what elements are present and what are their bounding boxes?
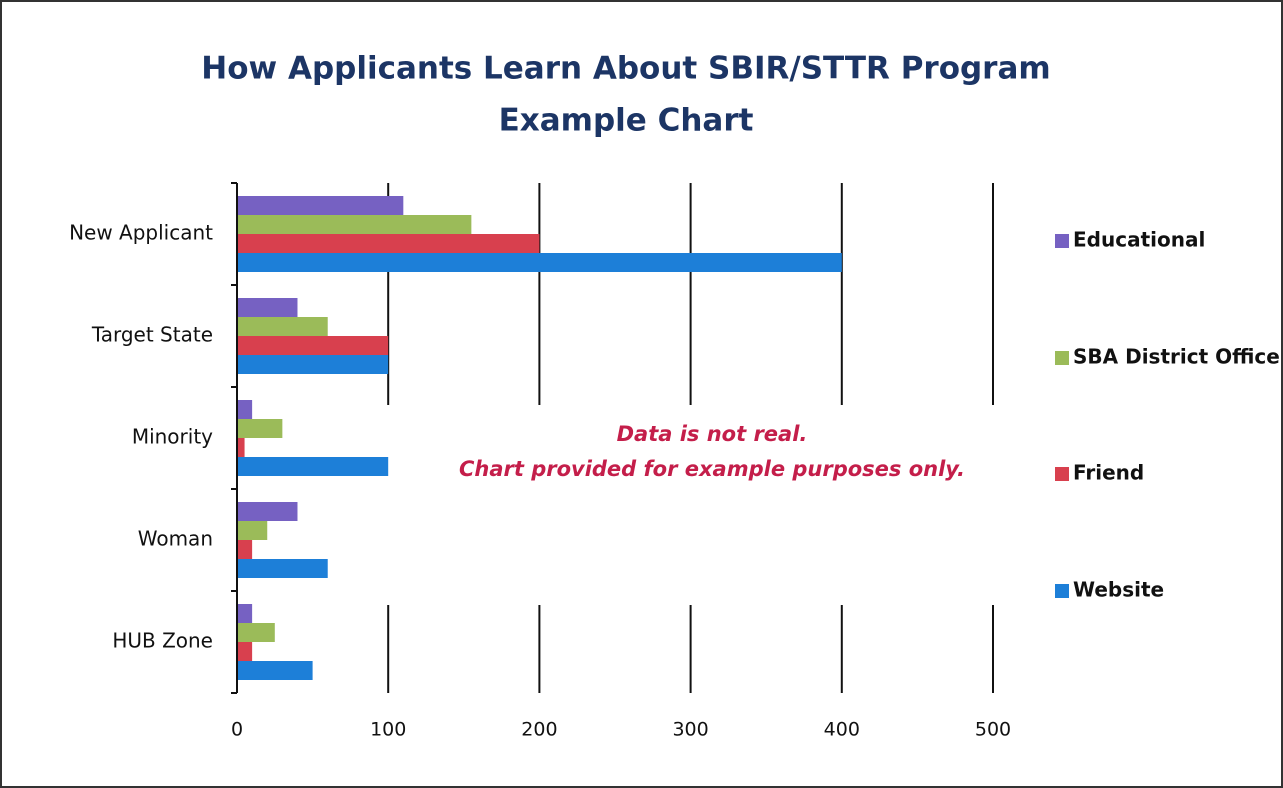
x-tick-label: 500: [975, 719, 1011, 741]
legend-label: Friend: [1073, 461, 1144, 485]
y-tick-label: Target State: [91, 323, 213, 347]
bar: [237, 234, 540, 253]
y-tick-label: Minority: [132, 425, 213, 449]
legend-label: Website: [1073, 578, 1164, 602]
bar: [237, 661, 313, 680]
y-tick-label: HUB Zone: [112, 629, 213, 653]
legend-swatch: [1055, 584, 1069, 598]
bar: [237, 457, 389, 476]
legend-label: Educational: [1073, 228, 1205, 252]
bar: [237, 502, 298, 521]
bar: [237, 298, 298, 317]
bar: [237, 336, 389, 355]
legend-swatch: [1055, 351, 1069, 365]
chart-subtitle: Example Chart: [499, 103, 754, 139]
legend-swatch: [1055, 234, 1069, 248]
bar: [237, 604, 253, 623]
bar: [237, 355, 389, 374]
bar: [237, 253, 842, 272]
annotation: Data is not real.: [617, 422, 808, 446]
x-tick-label: 200: [521, 719, 557, 741]
legend-label: SBA District Office: [1073, 345, 1280, 369]
bar: [237, 215, 472, 234]
bar: [237, 521, 268, 540]
x-tick-label: 0: [231, 719, 243, 741]
chart-title: How Applicants Learn About SBIR/STTR Pro…: [201, 51, 1050, 87]
annotation: Chart provided for example purposes only…: [459, 457, 965, 481]
bar: [237, 196, 404, 215]
bar: [237, 540, 253, 559]
bar: [237, 623, 275, 642]
y-tick-label: New Applicant: [69, 221, 213, 245]
annotation-box: [380, 405, 1000, 605]
legend-swatch: [1055, 467, 1069, 481]
x-tick-label: 100: [370, 719, 406, 741]
bar: [237, 419, 283, 438]
bar: [237, 642, 253, 661]
x-tick-label: 300: [672, 719, 708, 741]
bar: [237, 559, 328, 578]
y-tick-label: Woman: [138, 527, 213, 551]
bar: [237, 438, 245, 457]
x-tick-label: 400: [824, 719, 860, 741]
bar: [237, 400, 253, 419]
bar: [237, 317, 328, 336]
